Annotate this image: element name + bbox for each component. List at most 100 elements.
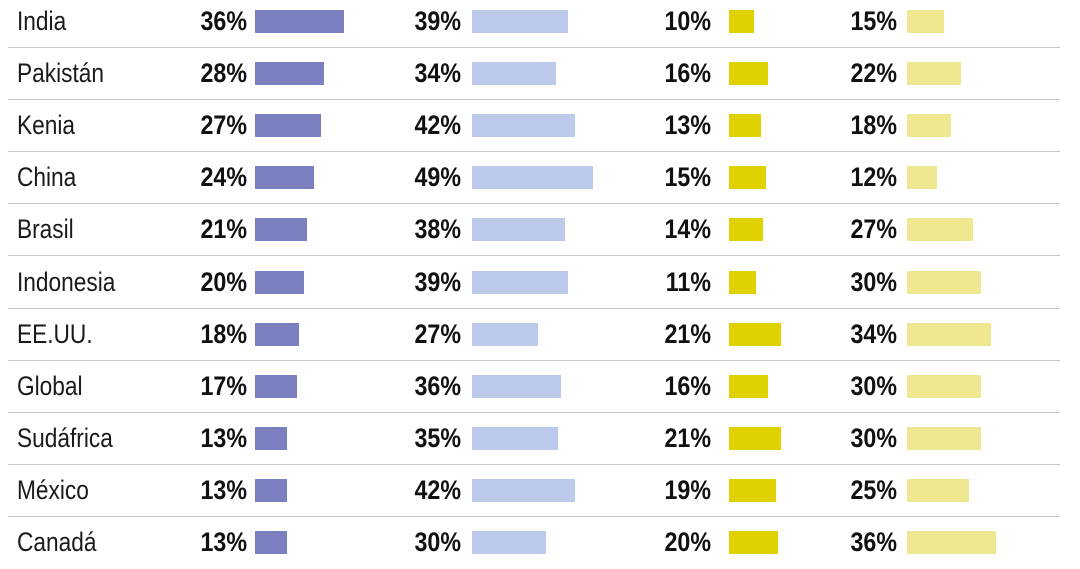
table-row: Pakistán 28% 34% 16% 22% [0, 48, 1080, 101]
data-label: 35% [414, 422, 461, 453]
data-label: 39% [414, 266, 461, 297]
category-label: Global [17, 370, 83, 401]
data-label: 14% [664, 214, 711, 245]
data-label: 13% [200, 474, 247, 505]
category-label: China [17, 162, 77, 193]
bar [907, 270, 981, 294]
data-label: 22% [850, 58, 897, 89]
bar [255, 322, 299, 346]
bar [472, 10, 568, 33]
bar [907, 531, 996, 554]
data-label: 28% [200, 58, 247, 89]
bar [907, 218, 973, 242]
data-label: 27% [414, 318, 461, 349]
bar [472, 270, 568, 294]
bar [907, 374, 981, 398]
data-label: 18% [200, 318, 247, 349]
bar [729, 478, 776, 502]
bar [907, 478, 969, 502]
bar [729, 531, 778, 554]
bar [255, 166, 314, 190]
table-row: Canadá 13% 30% 20% 36% [0, 517, 1080, 569]
data-label: 30% [850, 422, 897, 453]
bar [907, 62, 961, 86]
table-row: Brasil 21% 38% 14% 27% [0, 204, 1080, 257]
data-label: 21% [664, 422, 711, 453]
bar [255, 426, 287, 450]
bar [729, 270, 756, 294]
bar [907, 426, 981, 450]
data-label: 36% [200, 6, 247, 36]
row-divider [8, 463, 1060, 465]
category-label: Canadá [17, 527, 97, 557]
data-label: 15% [664, 162, 711, 193]
data-label: 16% [664, 370, 711, 401]
bar [729, 322, 781, 346]
table-row: India 36% 39% 10% 15% [0, 0, 1080, 48]
bar [472, 374, 561, 398]
category-label: Pakistán [17, 58, 104, 89]
bar [472, 114, 575, 138]
data-label: 17% [200, 370, 247, 401]
data-label: 30% [414, 527, 461, 557]
data-label: 21% [200, 214, 247, 245]
data-label: 27% [850, 214, 897, 245]
data-label: 34% [850, 318, 897, 349]
bar [255, 10, 344, 33]
bar [729, 114, 761, 138]
bar [729, 374, 768, 398]
bar [255, 270, 304, 294]
bar [472, 322, 538, 346]
data-label: 13% [200, 422, 247, 453]
category-label: India [17, 6, 67, 36]
data-label: 20% [664, 527, 711, 557]
row-divider [8, 307, 1060, 309]
row-divider [8, 411, 1060, 413]
row-divider [8, 47, 1060, 48]
bar [472, 62, 556, 86]
table-row: EE.UU. 18% 27% 21% 34% [0, 309, 1080, 361]
data-label: 19% [664, 474, 711, 505]
bar [907, 10, 944, 33]
row-divider [8, 99, 1060, 101]
table-row: México 13% 42% 19% 25% [0, 465, 1080, 517]
data-label: 38% [414, 214, 461, 245]
bar [729, 10, 754, 33]
data-label: 36% [414, 370, 461, 401]
bar [255, 218, 307, 242]
data-label: 49% [414, 162, 461, 193]
category-label: Kenia [17, 110, 76, 141]
category-label: Indonesia [17, 266, 116, 297]
data-label: 34% [414, 58, 461, 89]
bar [472, 426, 558, 450]
data-label: 21% [664, 318, 711, 349]
bar [729, 426, 781, 450]
row-divider [8, 359, 1060, 361]
bar [255, 531, 287, 554]
data-label: 13% [200, 527, 247, 557]
table-row: Global 17% 36% 16% 30% [0, 361, 1080, 413]
row-divider [8, 151, 1060, 153]
bar [907, 114, 951, 138]
data-label: 39% [414, 6, 461, 36]
category-label: México [17, 474, 89, 505]
data-label: 20% [200, 266, 247, 297]
category-label: Sudáfrica [17, 422, 113, 453]
bar [472, 531, 546, 554]
table-row: Indonesia 20% 39% 11% 30% [0, 257, 1080, 309]
bar [255, 114, 321, 138]
table-row: Kenia 27% 42% 13% 18% [0, 100, 1080, 153]
bar [472, 478, 575, 502]
data-label: 10% [664, 6, 711, 36]
data-label: 36% [850, 527, 897, 557]
bar [255, 374, 297, 398]
data-label: 30% [850, 266, 897, 297]
bar [255, 478, 287, 502]
row-divider [8, 255, 1060, 257]
bar [472, 218, 565, 242]
data-label: 42% [414, 474, 461, 505]
data-label: 42% [414, 110, 461, 141]
row-divider [8, 203, 1060, 205]
data-label: 15% [850, 6, 897, 36]
bar [729, 218, 763, 242]
